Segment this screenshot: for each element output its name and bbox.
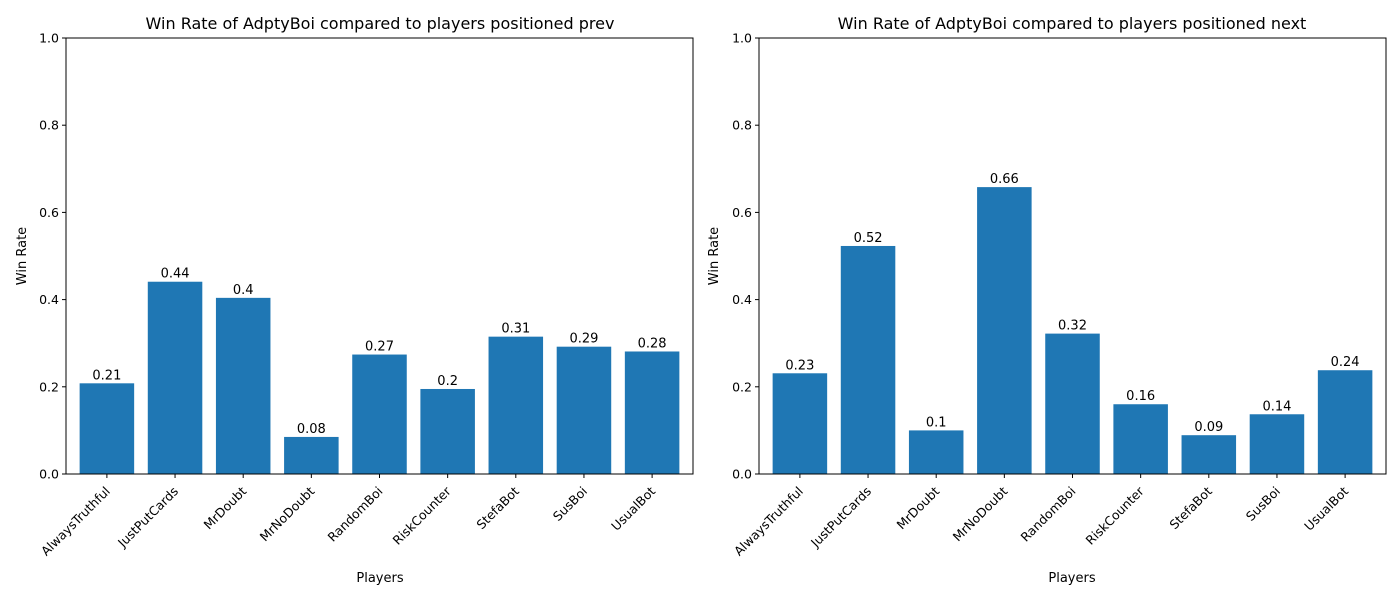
data-labels: 0.21 0.44 0.4 0.08 0.27 0.2 0.31 0.29 0.28 <box>92 267 666 437</box>
x-tick-label: StefaBot <box>1166 483 1215 532</box>
bar-alwaystruthful <box>772 373 828 474</box>
data-label: 0.27 <box>365 340 394 355</box>
y-ticks: 0.0 0.2 0.4 0.6 0.8 1.0 <box>732 31 759 482</box>
data-label: 0.09 <box>1194 420 1223 435</box>
x-ticks: AlwaysTruthful JustPutCards MrDoubt MrNoDou… <box>38 474 658 559</box>
y-tick-label: 0.4 <box>39 292 59 307</box>
x-tick-label: JustPutCards <box>807 484 874 551</box>
data-label: 0.1 <box>926 415 947 430</box>
y-tick-label: 0.0 <box>732 467 752 482</box>
y-tick-label: 1.0 <box>732 31 752 46</box>
data-label: 0.4 <box>233 283 254 298</box>
bar-mrnodoubt <box>977 187 1032 474</box>
x-tick-label: MrNoDoubt <box>257 483 318 544</box>
data-label: 0.32 <box>1058 319 1087 334</box>
x-tick-label: AlwaysTruthful <box>731 484 806 559</box>
x-tick-label: RiskCounter <box>390 483 455 548</box>
chart-title: Win Rate of AdptyBoi compared to players… <box>838 14 1307 33</box>
x-tick-label: JustPutCards <box>114 484 181 551</box>
y-tick-label: 0.6 <box>39 205 59 220</box>
data-label: 0.44 <box>161 267 190 282</box>
bar-mrnodoubt <box>284 436 339 474</box>
y-tick-label: 0.8 <box>39 118 59 133</box>
data-label: 0.21 <box>92 368 121 383</box>
bar-susboi <box>556 346 612 474</box>
x-tick-label: AlwaysTruthful <box>38 484 113 559</box>
x-tick-label: SusBoi <box>1243 484 1283 524</box>
x-tick-label: StefaBot <box>473 483 522 532</box>
bar-stefabot <box>1181 435 1237 474</box>
y-axis-label: Win Rate <box>707 227 722 285</box>
y-tick-label: 0.6 <box>732 205 752 220</box>
chart-prev: Win Rate of AdptyBoi compared to players… <box>15 14 694 586</box>
data-labels: 0.23 0.52 0.1 0.66 0.32 0.16 0.09 0.14 0.24 <box>785 172 1359 435</box>
bar-stefabot <box>488 336 544 474</box>
y-tick-label: 0.2 <box>39 379 59 394</box>
data-label: 0.52 <box>854 231 883 246</box>
data-label: 0.29 <box>569 332 598 347</box>
bar-randomboi <box>352 354 407 474</box>
plot-frame <box>758 37 1387 475</box>
x-tick-label: RandomBoi <box>1017 484 1078 545</box>
x-axis-label: Players <box>1048 571 1095 586</box>
bar-alwaystruthful <box>79 383 135 474</box>
bar-mrdoubt <box>215 297 271 474</box>
plot-frame <box>65 37 694 475</box>
y-ticks: 0.0 0.2 0.4 0.6 0.8 1.0 <box>39 31 66 482</box>
data-label: 0.08 <box>297 422 326 437</box>
chart-title: Win Rate of AdptyBoi compared to players… <box>146 14 615 33</box>
y-axis-label: Win Rate <box>15 227 30 285</box>
bar-justputcards <box>840 245 896 474</box>
x-tick-label: SusBoi <box>550 484 590 524</box>
data-label: 0.16 <box>1126 389 1155 404</box>
x-tick-label: RandomBoi <box>324 484 385 545</box>
data-label: 0.24 <box>1331 355 1360 370</box>
x-axis-label: Players <box>356 571 403 586</box>
bar-justputcards <box>147 281 203 474</box>
bar-usualbot <box>1317 370 1373 474</box>
x-tick-label: MrDoubt <box>894 483 943 532</box>
y-tick-label: 0.8 <box>732 118 752 133</box>
bars <box>772 187 1373 474</box>
bar-riskcounter <box>420 388 475 474</box>
data-label: 0.66 <box>990 172 1019 187</box>
y-tick-label: 0.0 <box>39 467 59 482</box>
data-label: 0.28 <box>638 336 667 351</box>
bar-randomboi <box>1045 333 1100 474</box>
data-label: 0.23 <box>785 358 814 373</box>
x-tick-label: UsualBot <box>608 483 658 533</box>
x-tick-label: RiskCounter <box>1083 483 1148 548</box>
x-tick-label: UsualBot <box>1301 483 1351 533</box>
y-tick-label: 1.0 <box>39 31 59 46</box>
data-label: 0.14 <box>1262 399 1291 414</box>
y-tick-label: 0.4 <box>732 292 752 307</box>
bar-riskcounter <box>1113 404 1168 474</box>
bar-susboi <box>1249 414 1305 474</box>
data-label: 0.31 <box>501 322 530 337</box>
x-ticks: AlwaysTruthful JustPutCards MrDoubt MrNoDou… <box>731 474 1351 559</box>
bar-usualbot <box>624 351 680 474</box>
x-tick-label: MrDoubt <box>201 483 250 532</box>
data-label: 0.2 <box>437 374 458 389</box>
x-tick-label: MrNoDoubt <box>950 483 1011 544</box>
chart-next: Win Rate of AdptyBoi compared to players… <box>707 14 1387 586</box>
bars <box>79 281 680 474</box>
bar-mrdoubt <box>908 430 964 474</box>
y-tick-label: 0.2 <box>732 379 752 394</box>
